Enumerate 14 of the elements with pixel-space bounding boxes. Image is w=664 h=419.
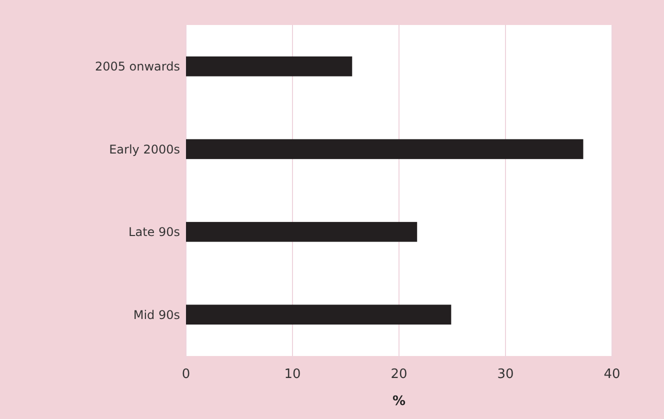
- x-axis-title: %: [392, 394, 406, 409]
- x-tick-label: 30: [497, 367, 514, 382]
- bar: [186, 222, 418, 242]
- y-tick-label: Mid 90s: [133, 308, 180, 322]
- x-tick-label: 10: [284, 367, 301, 382]
- bar: [186, 56, 352, 76]
- y-tick-label: Late 90s: [128, 225, 180, 240]
- bar: [186, 304, 452, 325]
- x-tick-label: 40: [604, 367, 620, 382]
- y-tick-label: 2005 onwards: [94, 60, 180, 74]
- bar: [186, 139, 584, 160]
- x-tick-label: 0: [182, 367, 190, 382]
- x-tick-label: 20: [390, 367, 408, 382]
- y-tick-label: Early 2000s: [109, 142, 180, 156]
